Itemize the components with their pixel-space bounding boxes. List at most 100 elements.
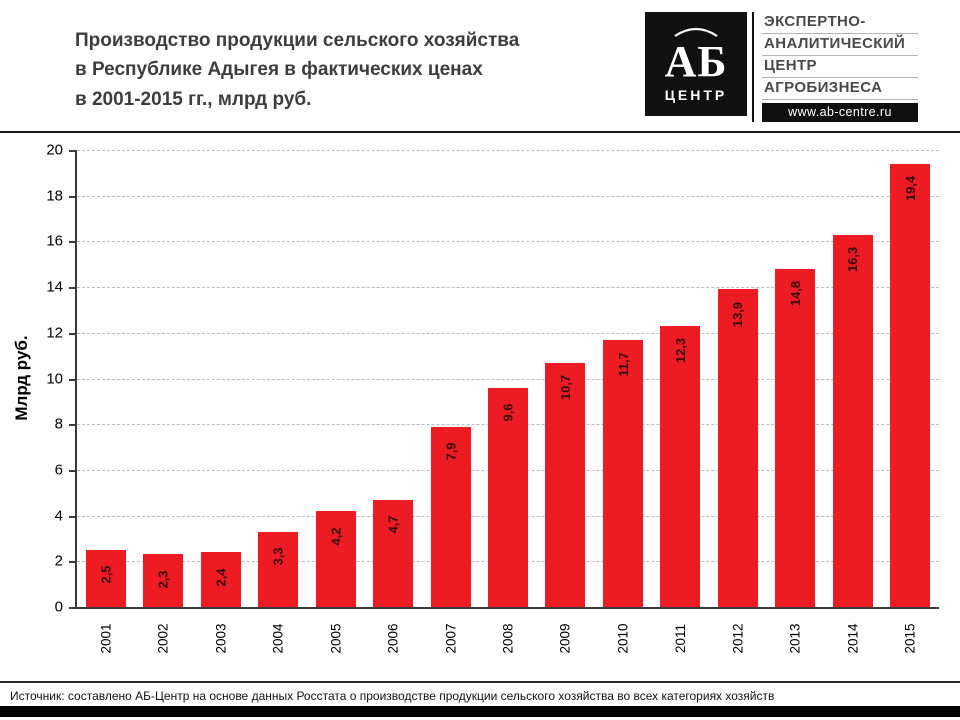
- bars-container: 2,5 2,3 2,4 3,3 4,2 4,7 7,9 9,6 10,7 11,7 12,3 13,9…: [77, 150, 939, 607]
- x-tick-label: 2002: [155, 622, 171, 654]
- gridline: [77, 332, 939, 334]
- bar-value-label-wrap: 14,8: [775, 271, 815, 317]
- bar: 16,3: [832, 234, 873, 607]
- logo-abbr: АБ: [664, 36, 728, 86]
- bar-column: 4,2: [307, 150, 364, 607]
- bar-value-label: 2,4: [213, 568, 229, 587]
- bar: 2,5: [85, 549, 126, 607]
- x-tick-label: 2013: [787, 622, 803, 654]
- y-tick-mark: [69, 332, 77, 335]
- logo-text-block: ЭКСПЕРТНО- АНАЛИТИЧЕСКИЙ ЦЕНТР АГРОБИЗНЕ…: [762, 12, 918, 122]
- x-tick-cell: 2012: [709, 607, 766, 669]
- logo-box: АБ ЦЕНТР: [645, 12, 747, 116]
- bar-column: 2,3: [134, 150, 191, 607]
- bar-value-label-wrap: 7,9: [431, 429, 471, 475]
- bar: 7,9: [430, 426, 471, 607]
- bar-column: 16,3: [824, 150, 881, 607]
- gridline: [77, 287, 939, 289]
- bar-value-label-wrap: 4,7: [373, 502, 413, 548]
- chart-title-line-1: Производство продукции сельского хозяйст…: [75, 30, 520, 51]
- y-tick-mark: [69, 515, 77, 518]
- y-tick-label: 20: [46, 141, 63, 159]
- logo-org-line: ЦЕНТР: [762, 56, 918, 78]
- bar-value-label-wrap: 13,9: [718, 291, 758, 337]
- y-axis-title: Млрд руб.: [12, 335, 31, 421]
- x-tick-cell: 2001: [77, 607, 134, 669]
- y-tick-label: 0: [54, 598, 63, 616]
- bar: 4,7: [373, 499, 414, 607]
- logo-divider: [752, 12, 754, 122]
- gridline: [77, 195, 939, 197]
- footer-divider-line: [0, 681, 960, 683]
- bar: 9,6: [488, 387, 529, 607]
- bar-column: 7,9: [422, 150, 479, 607]
- plot-area: 0 2 4 6 8 10 12 14 16 18 20 2,5 2,3 2,4 3,3 4,2 4,7 7,9 9,…: [46, 142, 939, 653]
- x-tick-label: 2001: [98, 622, 114, 654]
- bar-value-label-wrap: 19,4: [890, 166, 930, 212]
- y-tick-mark: [69, 195, 77, 198]
- logo-org-line: АГРОБИЗНЕСА: [762, 78, 918, 100]
- bar-value-label: 16,3: [845, 246, 861, 273]
- bar-column: 10,7: [537, 150, 594, 607]
- bar-value-label: 12,3: [672, 338, 688, 364]
- bar-value-label: 2,3: [155, 570, 171, 589]
- bar-value-label-wrap: 4,2: [316, 513, 356, 559]
- x-tick-cell: 2004: [249, 607, 306, 669]
- bar-value-label: 13,9: [730, 301, 746, 328]
- y-tick-mark: [69, 561, 77, 564]
- bar-value-label: 11,7: [615, 352, 631, 377]
- bar-column: 3,3: [249, 150, 306, 607]
- bar-column: 12,3: [652, 150, 709, 607]
- bar: 4,2: [315, 511, 356, 607]
- x-tick-label: 2015: [902, 622, 918, 654]
- bar-value-label-wrap: 9,6: [488, 390, 528, 436]
- bar: 10,7: [545, 362, 586, 607]
- y-tick-mark: [69, 287, 77, 290]
- header-divider-line: [0, 131, 960, 133]
- bar: 19,4: [890, 163, 931, 607]
- x-tick-label: 2012: [730, 622, 746, 654]
- chart-title: Производство продукции сельского хозяйст…: [75, 26, 519, 114]
- bar-value-label: 4,2: [328, 526, 344, 546]
- bar-value-label-wrap: 11,7: [603, 342, 643, 388]
- bar: 14,8: [775, 268, 816, 607]
- x-tick-cell: 2003: [192, 607, 249, 669]
- x-tick-label: 2003: [213, 622, 229, 654]
- bar: 2,4: [200, 552, 241, 607]
- x-tick-cell: 2014: [824, 607, 881, 669]
- gridline: [77, 378, 939, 380]
- x-tick-cell: 2008: [479, 607, 536, 669]
- x-tick-label: 2014: [845, 622, 861, 654]
- x-tick-label: 2009: [557, 622, 573, 654]
- y-tick-label: 4: [54, 507, 63, 525]
- bar-value-label-wrap: 16,3: [833, 237, 873, 283]
- x-tick-label: 2008: [500, 622, 516, 654]
- bar-value-label: 9,6: [500, 403, 516, 422]
- y-tick-mark: [69, 424, 77, 427]
- y-tick-label: 16: [46, 232, 63, 250]
- x-tick-label: 2004: [270, 622, 286, 654]
- leaf-icon: [674, 27, 718, 37]
- logo-abbr-sub: ЦЕНТР: [664, 86, 728, 103]
- bar-column: 4,7: [364, 150, 421, 607]
- y-tick-label: 2: [54, 552, 63, 570]
- y-tick-mark: [69, 607, 77, 609]
- y-tick-label: 12: [46, 324, 63, 342]
- bar-value-label-wrap: 3,3: [258, 534, 298, 580]
- chart-title-line-2: в Республике Адыгея в фактических ценах: [75, 59, 483, 81]
- bar-value-label: 7,9: [443, 442, 459, 461]
- bar: 2,3: [143, 554, 184, 607]
- x-tick-label: 2007: [443, 622, 459, 654]
- bar-value-label-wrap: 10,7: [545, 365, 585, 411]
- bar-value-label-wrap: 2,3: [143, 556, 183, 602]
- bar-column: 2,5: [77, 150, 134, 607]
- bar: 3,3: [258, 531, 299, 607]
- gridline: [77, 150, 939, 151]
- y-tick-label: 14: [46, 278, 63, 296]
- y-tick-label: 18: [46, 187, 63, 205]
- x-tick-label: 2011: [672, 623, 688, 653]
- x-tick-cell: 2015: [882, 607, 939, 669]
- x-tick-cell: 2013: [767, 607, 824, 669]
- bar-value-label-wrap: 2,4: [201, 554, 241, 600]
